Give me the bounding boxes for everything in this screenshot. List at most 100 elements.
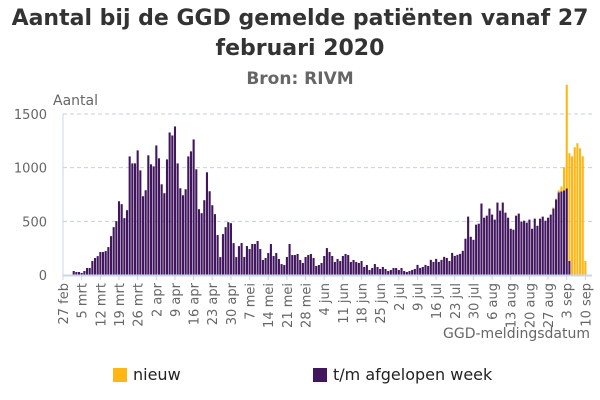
legend-item-afgelopen-week[interactable]: t/m afgelopen week bbox=[313, 365, 492, 384]
bar-afgelopen-week bbox=[149, 164, 153, 275]
bar-afgelopen-week bbox=[123, 218, 126, 275]
bar-afgelopen-week bbox=[91, 261, 94, 275]
bar-afgelopen-week bbox=[160, 184, 163, 275]
x-tick-label: 18 jun bbox=[355, 283, 370, 324]
bar-afgelopen-week bbox=[421, 266, 424, 275]
bar-nieuw bbox=[584, 260, 587, 275]
bar-nieuw bbox=[571, 156, 574, 275]
bar-afgelopen-week bbox=[371, 268, 374, 275]
bar-afgelopen-week bbox=[101, 252, 105, 275]
y-tick-label: 1000 bbox=[14, 162, 47, 177]
bar-afgelopen-week bbox=[224, 227, 227, 275]
legend-label: nieuw bbox=[133, 365, 181, 384]
bar-afgelopen-week bbox=[563, 190, 566, 275]
bar-afgelopen-week bbox=[163, 193, 166, 275]
bar-afgelopen-week bbox=[301, 262, 304, 275]
x-tick-label: 19 mrt bbox=[113, 283, 128, 327]
bar-afgelopen-week bbox=[517, 213, 520, 275]
bar-afgelopen-week bbox=[80, 272, 83, 275]
bar-afgelopen-week bbox=[109, 236, 113, 275]
bar-afgelopen-week bbox=[256, 240, 259, 275]
bar-afgelopen-week bbox=[107, 247, 110, 275]
legend-item-nieuw[interactable]: nieuw bbox=[113, 365, 181, 384]
bar-afgelopen-week bbox=[133, 163, 137, 275]
bar-afgelopen-week bbox=[352, 259, 355, 275]
x-tick-label: 26 mrt bbox=[132, 283, 147, 327]
bar-afgelopen-week bbox=[267, 252, 270, 275]
bar-afgelopen-week bbox=[117, 201, 121, 275]
x-tick-label: 21 mei bbox=[281, 283, 296, 328]
bar-afgelopen-week bbox=[125, 210, 129, 275]
bar-afgelopen-week bbox=[531, 228, 534, 275]
x-tick-label: 25 jun bbox=[374, 283, 389, 324]
bar-afgelopen-week bbox=[451, 252, 454, 275]
x-tick-label: 7 mei bbox=[244, 283, 259, 320]
bar-afgelopen-week bbox=[453, 255, 456, 275]
bar-afgelopen-week bbox=[464, 238, 467, 275]
bar-afgelopen-week bbox=[392, 268, 395, 275]
bar-afgelopen-week bbox=[488, 208, 491, 275]
bar-afgelopen-week bbox=[411, 269, 414, 275]
bar-afgelopen-week bbox=[128, 156, 131, 275]
bar-afgelopen-week bbox=[419, 267, 422, 275]
bar-nieuw bbox=[576, 143, 579, 275]
bar-afgelopen-week bbox=[557, 192, 560, 275]
bar-nieuw bbox=[555, 198, 558, 200]
bar-afgelopen-week bbox=[456, 254, 459, 275]
bar-afgelopen-week bbox=[365, 265, 368, 275]
x-tick-label: 20 aug bbox=[523, 283, 538, 328]
bar-afgelopen-week bbox=[173, 126, 177, 275]
bar-afgelopen-week bbox=[565, 188, 568, 275]
bar-afgelopen-week bbox=[243, 256, 246, 275]
bar-afgelopen-week bbox=[515, 215, 518, 275]
bar-afgelopen-week bbox=[93, 258, 97, 275]
bar-afgelopen-week bbox=[264, 258, 267, 275]
bar-afgelopen-week bbox=[216, 235, 219, 275]
bar-afgelopen-week bbox=[416, 264, 419, 275]
bar-afgelopen-week bbox=[469, 236, 472, 275]
bar-afgelopen-week bbox=[197, 209, 201, 275]
bar-afgelopen-week bbox=[219, 257, 222, 275]
bar-afgelopen-week bbox=[317, 265, 320, 275]
bar-afgelopen-week bbox=[253, 243, 256, 275]
bar-afgelopen-week bbox=[491, 214, 494, 275]
bar-afgelopen-week bbox=[568, 260, 571, 275]
bar-afgelopen-week bbox=[112, 227, 115, 275]
bar-afgelopen-week bbox=[363, 266, 366, 275]
bar-afgelopen-week bbox=[229, 223, 232, 275]
bar-afgelopen-week bbox=[547, 217, 550, 275]
bar-afgelopen-week bbox=[355, 262, 358, 275]
bar-afgelopen-week bbox=[235, 257, 238, 275]
bar-afgelopen-week bbox=[560, 191, 563, 275]
bar-afgelopen-week bbox=[205, 172, 209, 275]
bar-afgelopen-week bbox=[152, 166, 155, 275]
bar-afgelopen-week bbox=[427, 265, 430, 275]
bar-afgelopen-week bbox=[533, 218, 536, 275]
legend-swatch-afgelopen-week bbox=[313, 367, 327, 382]
legend-label: t/m afgelopen week bbox=[333, 365, 493, 384]
bar-afgelopen-week bbox=[181, 195, 185, 275]
bar-afgelopen-week bbox=[309, 253, 312, 275]
bar-afgelopen-week bbox=[88, 268, 91, 275]
x-tick-label: 2 jul bbox=[393, 283, 408, 311]
x-tick-label: 30 jul bbox=[467, 283, 482, 319]
bar-afgelopen-week bbox=[461, 250, 464, 275]
bar-afgelopen-week bbox=[544, 220, 547, 275]
x-tick-label: 3 sep bbox=[561, 283, 576, 318]
bar-afgelopen-week bbox=[77, 271, 81, 275]
bar-afgelopen-week bbox=[539, 218, 542, 275]
bar-afgelopen-week bbox=[165, 159, 169, 275]
bar-afgelopen-week bbox=[536, 225, 539, 275]
bar-afgelopen-week bbox=[485, 215, 488, 275]
x-tick-label: 12 mrt bbox=[94, 283, 109, 327]
bar-afgelopen-week bbox=[96, 256, 99, 275]
bar-afgelopen-week bbox=[437, 261, 440, 275]
bar-afgelopen-week bbox=[99, 252, 102, 275]
bar-nieuw bbox=[557, 190, 560, 193]
bar-afgelopen-week bbox=[171, 135, 174, 275]
bar-afgelopen-week bbox=[525, 222, 528, 275]
bar-afgelopen-week bbox=[139, 170, 142, 275]
bar-afgelopen-week bbox=[307, 255, 310, 275]
x-tick-label: 9 apr bbox=[169, 282, 184, 317]
bar-afgelopen-week bbox=[269, 243, 272, 275]
